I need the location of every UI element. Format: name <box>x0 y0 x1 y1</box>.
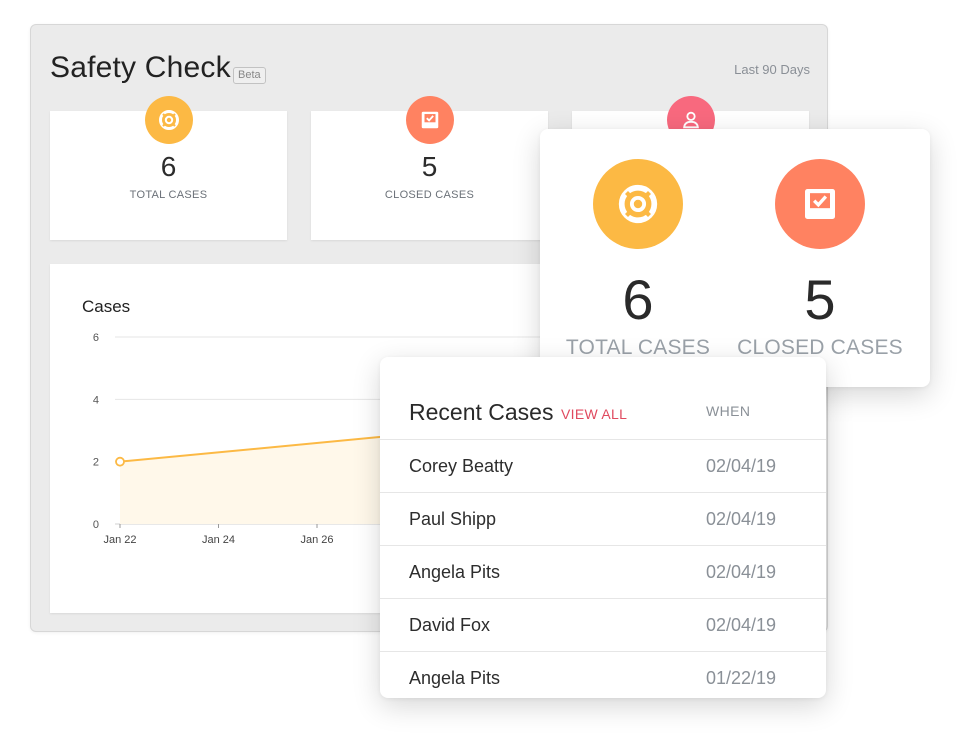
table-row[interactable]: David Fox 02/04/19 <box>380 598 826 651</box>
series-line <box>119 432 416 463</box>
life-ring-icon <box>144 96 193 144</box>
popup-total-cases-value: 6 <box>622 268 654 331</box>
total-cases-card[interactable]: 6 TOTAL CASES <box>50 96 287 240</box>
inbox-check-icon <box>775 159 865 249</box>
popup-total-cases-label: TOTAL CASES <box>565 336 711 359</box>
table-row[interactable]: Angela Pits 02/04/19 <box>380 545 826 598</box>
case-date: 02/04/19 <box>706 615 777 635</box>
table-row[interactable]: Angela Pits 01/22/19 <box>380 651 826 698</box>
popup-total-cases[interactable]: 6 TOTAL CASES <box>543 129 733 387</box>
view-all-link[interactable]: VIEW ALL <box>561 406 628 422</box>
beta-badge: Beta <box>233 67 266 84</box>
table-row[interactable]: Paul Shipp 02/04/19 <box>380 492 826 545</box>
stats-popup: 6 TOTAL CASES 5 CLOSED CASES <box>540 129 930 387</box>
y-tick-label: 0 <box>93 519 99 531</box>
case-name: Paul Shipp <box>409 509 497 529</box>
page-title: Safety Check <box>50 51 231 84</box>
inbox-check-icon <box>405 96 454 144</box>
case-name: Corey Beatty <box>409 456 514 476</box>
case-date: 02/04/19 <box>706 456 777 476</box>
y-tick-label: 4 <box>93 394 99 406</box>
when-column-header: WHEN <box>706 403 751 419</box>
total-cases-label: TOTAL CASES <box>129 189 208 201</box>
case-name: Angela Pits <box>409 668 501 688</box>
recent-cases-title: Recent Cases <box>409 399 554 425</box>
case-date: 01/22/19 <box>706 668 777 688</box>
y-tick-label: 2 <box>93 457 99 469</box>
popup-closed-cases[interactable]: 5 CLOSED CASES <box>725 129 915 387</box>
case-date: 02/04/19 <box>706 562 777 582</box>
closed-cases-value: 5 <box>421 151 438 182</box>
chart-title: Cases <box>82 297 131 316</box>
date-range-selector[interactable]: Last 90 Days <box>734 62 810 77</box>
x-tick-label: Jan 26 <box>300 534 333 546</box>
table-row[interactable]: Corey Beatty 02/04/19 <box>380 439 826 492</box>
x-tick-label: Jan 24 <box>202 534 235 546</box>
case-date: 02/04/19 <box>706 509 777 529</box>
popup-closed-cases-label: CLOSED CASES <box>737 336 903 359</box>
case-name: Angela Pits <box>409 562 501 582</box>
life-ring-icon <box>593 159 683 249</box>
closed-cases-label: CLOSED CASES <box>384 189 475 201</box>
series-area <box>120 433 416 524</box>
recent-cases-card: Recent Cases VIEW ALL WHEN Corey Beatty … <box>380 357 826 698</box>
x-tick-label: Jan 22 <box>103 534 136 546</box>
closed-cases-card[interactable]: 5 CLOSED CASES <box>311 96 548 240</box>
case-name: David Fox <box>409 615 491 635</box>
y-tick-label: 6 <box>93 332 99 344</box>
data-point <box>115 456 125 467</box>
popup-closed-cases-value: 5 <box>804 268 836 331</box>
total-cases-value: 6 <box>160 151 177 182</box>
